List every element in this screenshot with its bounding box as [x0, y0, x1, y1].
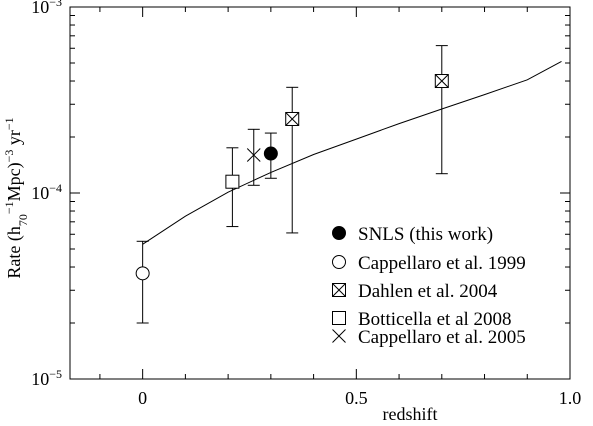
y-axis-label-sup1: −1	[2, 201, 16, 214]
y-tick-label-base: 10	[31, 369, 49, 389]
legend-marker-open-circle	[332, 255, 346, 269]
legend-item-cappellaro-2005: Cappellaro et al. 2005	[332, 327, 526, 348]
y-axis-label-sup2: −3	[2, 150, 16, 163]
y-axis-label-middle: Mpc)	[4, 162, 25, 201]
legend-label-snls: SNLS (this work)	[358, 224, 493, 245]
y-axis-label-prefix: Rate (h	[4, 226, 25, 278]
x-tick-label: 1.0	[559, 388, 582, 408]
data-point-x-line2	[246, 148, 261, 162]
tick-labels: 0 0.5 1.010−510−410−3	[31, 0, 581, 408]
y-tick-label-base: 10	[31, 183, 49, 203]
legend-label-botticella-2008: Botticella et al 2008	[358, 309, 512, 330]
y-tick-label-exponent: −5	[49, 367, 62, 381]
legend-marker-open-square	[332, 311, 346, 325]
x-axis-label: redshift	[383, 404, 438, 424]
legend-label-dahlen-2004: Dahlen et al. 2004	[358, 281, 498, 302]
y-axis-label-suffix: yr	[4, 130, 24, 150]
y-tick-label-exponent: −4	[49, 181, 62, 195]
data-point-crossed-square-diag2	[434, 74, 449, 88]
x-tick-label: 0.5	[345, 388, 368, 408]
y-tick-label-base: 10	[31, 0, 49, 17]
data-point-filled-circle	[263, 146, 278, 161]
legend-label-cappellaro-1999: Cappellaro et al. 1999	[358, 253, 526, 274]
data-point-open-square	[225, 174, 240, 189]
y-axis-label-sub: 70	[16, 214, 30, 226]
data-point-crossed-square-diag2	[285, 112, 300, 126]
axis-ticks	[70, 6, 571, 380]
data-points-layer	[135, 45, 449, 324]
legend-item-cappellaro-1999: Cappellaro et al. 1999	[332, 253, 526, 274]
y-axis-label: Rate (h70−1Mpc)−3 yr−1	[2, 117, 30, 278]
legend-marker-x-line2	[332, 329, 346, 343]
legend-item-botticella-2008: Botticella et al 2008	[332, 309, 512, 330]
x-tick-label: 0	[138, 388, 147, 408]
legend-item-dahlen-2004: Dahlen et al. 2004	[332, 281, 498, 302]
legend-marker-filled-circle	[332, 226, 346, 240]
legend-item-snls: SNLS (this work)	[332, 224, 493, 245]
y-tick-label: 10−4	[31, 181, 62, 203]
model-curve-layer	[142, 60, 562, 245]
model-curve	[142, 60, 562, 245]
data-point-open-circle	[135, 266, 150, 281]
y-tick-label: 10−5	[31, 367, 62, 389]
y-tick-label-exponent: −3	[49, 0, 62, 9]
legend: SNLS (this work) Cappellaro et al. 1999 …	[332, 224, 526, 348]
legend-marker-crossed-square-diag2	[332, 283, 346, 297]
y-tick-label: 10−3	[31, 0, 62, 17]
legend-label-cappellaro-2005: Cappellaro et al. 2005	[358, 327, 526, 348]
y-axis-label-sup3: −1	[2, 117, 16, 130]
